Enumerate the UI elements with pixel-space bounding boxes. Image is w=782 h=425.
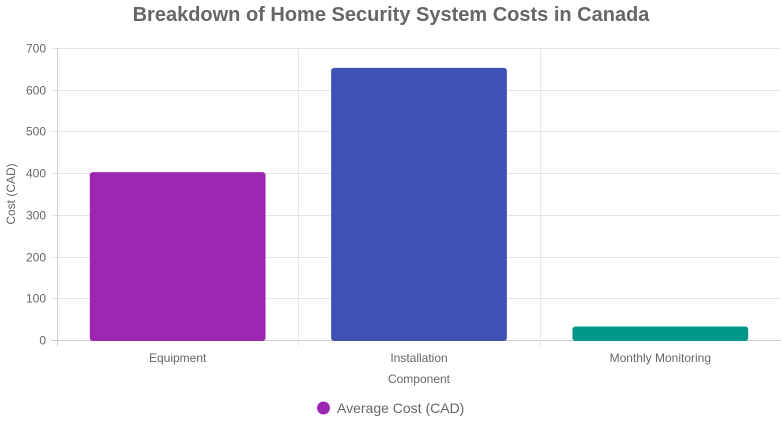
x-tick-label: Monthly Monitoring bbox=[610, 351, 711, 365]
y-tick-label: 500 bbox=[26, 125, 46, 139]
x-tick-label: Equipment bbox=[149, 351, 207, 365]
y-tick-label: 700 bbox=[26, 42, 46, 56]
legend[interactable]: Average Cost (CAD) bbox=[317, 400, 464, 416]
x-tick-label: Installation bbox=[390, 351, 447, 365]
y-tick-label: 600 bbox=[26, 84, 46, 98]
legend-label: Average Cost (CAD) bbox=[337, 400, 464, 416]
y-tick-label: 100 bbox=[26, 292, 46, 306]
bar-monthly-monitoring[interactable] bbox=[572, 326, 749, 342]
y-tick-label: 400 bbox=[26, 167, 46, 181]
y-tick-label: 200 bbox=[26, 251, 46, 265]
x-axis-title: Component bbox=[388, 372, 451, 386]
bar-layer bbox=[89, 67, 749, 342]
legend-swatch bbox=[317, 401, 330, 415]
bar-installation[interactable] bbox=[331, 67, 507, 341]
label-layer: 0 100 200 300 400 500 600 700 Equipment Installat… bbox=[26, 42, 711, 366]
bar-equipment[interactable] bbox=[89, 172, 266, 341]
y-axis-title: Cost (CAD) bbox=[4, 163, 18, 224]
y-tick-label: 0 bbox=[39, 334, 46, 348]
chart-title: Breakdown of Home Security System Costs … bbox=[132, 4, 650, 26]
y-tick-label: 300 bbox=[26, 209, 46, 223]
